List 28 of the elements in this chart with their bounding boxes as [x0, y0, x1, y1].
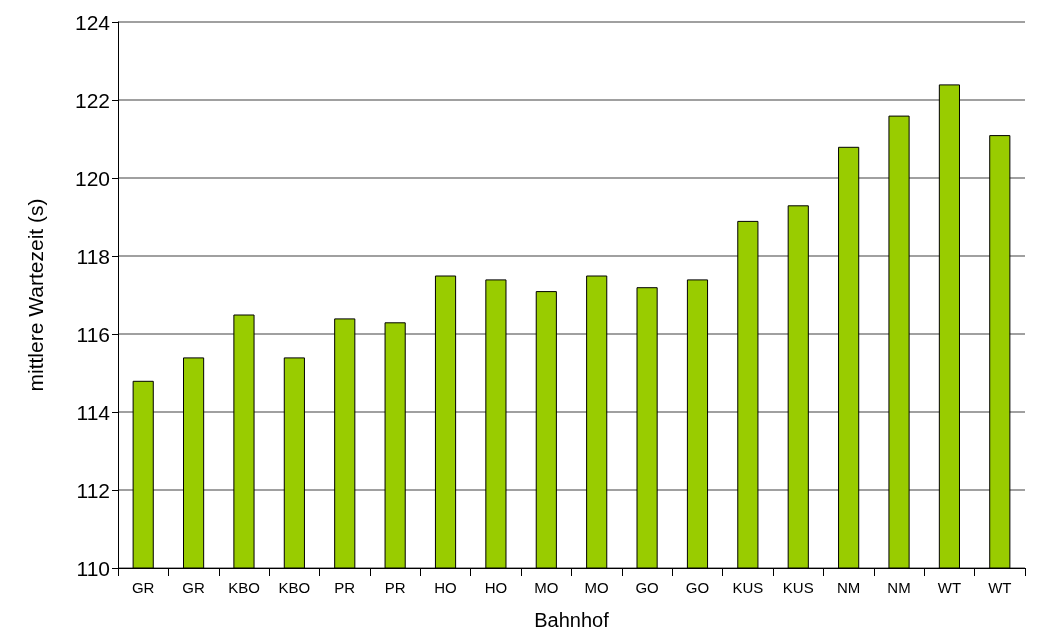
y-tick-label: 118 — [76, 244, 110, 268]
y-tick-label: 112 — [76, 478, 110, 502]
y-tick-label: 122 — [74, 88, 110, 112]
y-tick-label: 110 — [76, 556, 110, 580]
x-tick-label: HO — [434, 579, 457, 596]
x-tick-label: PR — [334, 579, 356, 596]
y-axis-title: mittlere Wartezeit (s) — [24, 198, 47, 392]
y-tick-label: 120 — [74, 166, 110, 190]
y-tick-label: 124 — [74, 10, 111, 34]
x-tick-label: GR — [131, 579, 155, 596]
x-tick-label: NM — [887, 579, 911, 596]
x-tick-label: PR — [384, 579, 406, 596]
x-tick-label: KUS — [782, 579, 814, 596]
y-tick-label: 114 — [76, 400, 111, 424]
x-tick-label: KBO — [228, 579, 260, 596]
x-tick-label: GO — [685, 579, 710, 596]
x-tick-label: KBO — [278, 579, 311, 596]
x-tick-label: HO — [484, 579, 508, 596]
y-tick-label: 116 — [76, 322, 110, 346]
x-tick-label: WT — [988, 579, 1012, 596]
x-tick-label: KUS — [732, 579, 764, 596]
x-tick-label: MO — [584, 579, 609, 596]
x-tick-label: NM — [836, 579, 861, 596]
x-tick-label: GO — [635, 579, 659, 596]
x-axis-title: Bahnhof — [534, 609, 610, 631]
x-tick-label: GR — [182, 579, 205, 596]
x-tick-label: MO — [534, 579, 559, 596]
x-tick-label: WT — [937, 579, 962, 596]
